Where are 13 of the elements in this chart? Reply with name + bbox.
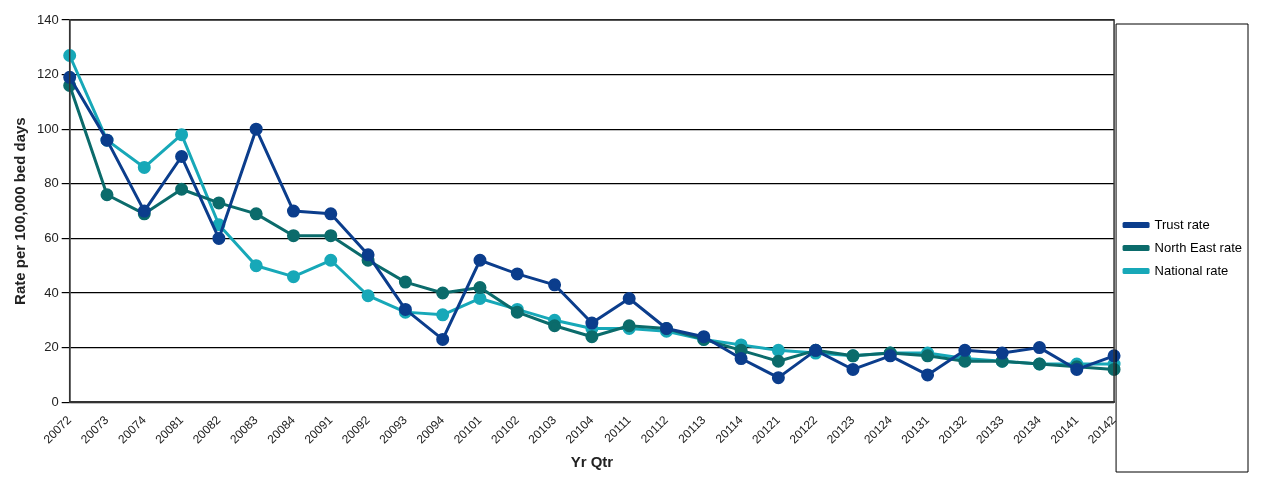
y-tick-label: 120 [36,66,59,82]
y-tick-label: 0 [51,393,59,409]
legend-label: Trust rate [1154,216,1210,232]
y-tick-label: 40 [44,284,59,300]
y-tick-label: 20 [44,339,59,355]
y-tick-label: 100 [36,120,59,136]
legend-label: North East rate [1154,239,1243,255]
x-axis-title: Yr Qtr [570,453,614,471]
y-tick-label: 80 [44,175,59,191]
y-tick-label: 140 [36,11,59,27]
y-axis-title: Rate per 100,000 bed days [11,117,29,305]
y-tick-label: 60 [44,229,59,245]
legend-label: National rate [1154,262,1229,278]
